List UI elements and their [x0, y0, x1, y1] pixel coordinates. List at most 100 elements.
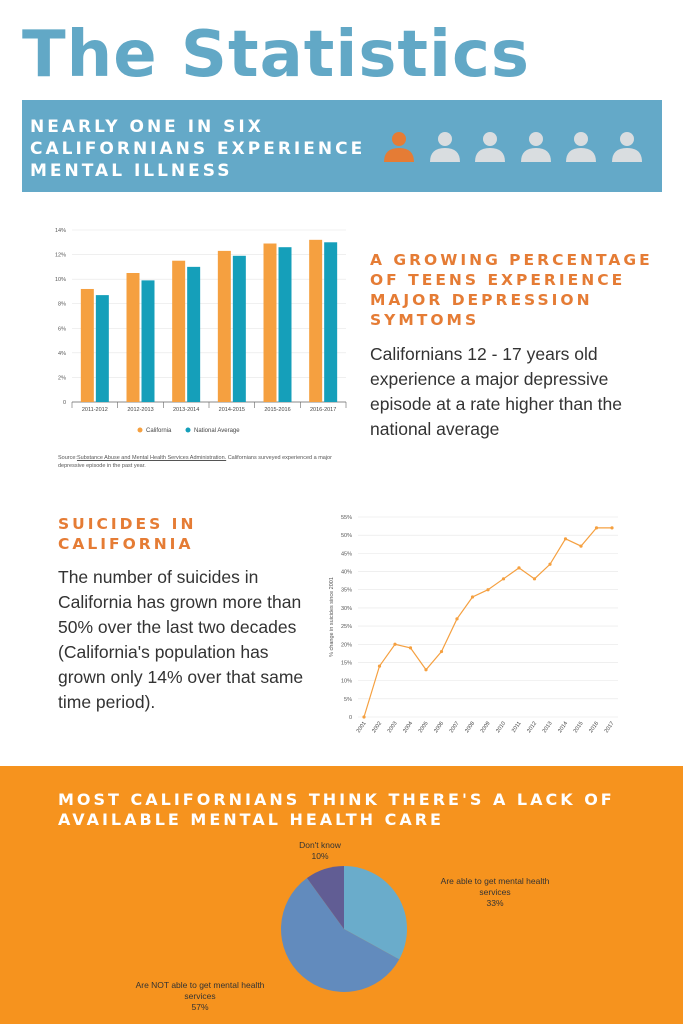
line-y-tick: 5%: [344, 697, 352, 703]
line-y-tick: 30%: [341, 606, 352, 612]
line-point: [548, 562, 552, 566]
page-title: The Statistics: [22, 18, 530, 92]
line-y-tick: 35%: [341, 588, 352, 594]
bar-y-tick: 14%: [55, 228, 66, 234]
bar-y-tick: 12%: [55, 253, 66, 259]
teens-body: Californians 12 - 17 years old experienc…: [370, 344, 622, 439]
bar-y-tick: 8%: [58, 302, 66, 308]
bar-y-tick: 2%: [58, 375, 66, 381]
line-y-tick: 15%: [341, 660, 352, 666]
bar-x-tick: 2016-2017: [310, 407, 336, 413]
line-chart: 0 5% 10% 15% 20% 25% 30% 35% 40% 45% 50% 55% % chang…: [329, 515, 618, 734]
line-x-tick: 2016: [588, 721, 600, 734]
legend-label: California: [146, 428, 172, 434]
suicides-body: The number of suicides in California has…: [58, 567, 304, 712]
stat-banner: NEARLY ONE IN SIX CALIFORNIANS EXPERIENC…: [22, 100, 662, 192]
bar: [278, 247, 292, 402]
person-icon: [566, 132, 596, 162]
line-point: [470, 595, 475, 599]
bar-x-tick: 2011-2012: [82, 407, 108, 413]
line-x-tick: 2010: [495, 721, 507, 734]
person-icon: [475, 132, 505, 162]
line-point: [563, 537, 568, 541]
line-point: [377, 664, 382, 668]
person-head: [483, 132, 497, 146]
bar-y-tick: 6%: [58, 326, 66, 332]
line-point: [594, 526, 599, 530]
line-series: [363, 527, 612, 718]
bar: [217, 250, 231, 402]
line-x-tick: 2007: [449, 721, 461, 734]
bar-y-tick: 4%: [58, 351, 66, 357]
bar: [324, 242, 338, 402]
suicides-heading: SUICIDES IN CALIFORNIA: [58, 515, 197, 553]
line-y-tick: 10%: [341, 679, 352, 685]
line-x-tick: 2001: [356, 721, 368, 734]
person-head: [392, 132, 406, 146]
bar: [172, 260, 186, 402]
person-head: [528, 132, 543, 146]
line-x-tick: 2004: [402, 721, 414, 734]
line-x-tick: 2014: [557, 721, 569, 734]
bar-x-tick: 2012-2013: [127, 407, 153, 413]
line-point: [393, 642, 397, 646]
pie-label-text: Are able to get mental health services: [440, 876, 550, 897]
bar: [263, 243, 277, 402]
pie-slice: [344, 866, 407, 960]
pie-label-text: Don't know: [299, 840, 341, 850]
bar-x-tick: 2013-2014: [173, 407, 199, 413]
bar-x-tick: 2015-2016: [264, 407, 290, 413]
line-y-tick: 45%: [341, 551, 352, 557]
line-y-tick: 40%: [341, 570, 352, 576]
teens-heading: A GROWING PERCENTAGE OF TEENS EXPERIENCE…: [370, 251, 653, 329]
legend-swatch: [185, 427, 191, 433]
line-point: [408, 646, 413, 650]
person-icon: [611, 132, 642, 162]
bar-x-tick: 2014-2015: [219, 407, 245, 413]
person-body: [429, 148, 460, 162]
line-point: [532, 577, 537, 581]
person-head: [619, 132, 634, 146]
line-x-tick: 2012: [526, 721, 538, 734]
pie-label-not-able: Are NOT able to get mental health servic…: [120, 980, 280, 1013]
chart-source: Source:Substance Abuse and Mental Health…: [58, 454, 358, 470]
line-x-tick: 2017: [604, 721, 616, 734]
line-point: [517, 566, 521, 570]
line-point: [455, 617, 459, 621]
pie-label-pct: 10%: [311, 851, 329, 861]
source-label: Source:: [58, 455, 77, 461]
line-x-tick: 2015: [573, 721, 585, 734]
line-point: [579, 544, 583, 548]
pie-slice: [306, 866, 344, 929]
person-icon: [520, 132, 551, 162]
line-y-tick: 0: [349, 715, 352, 721]
source-text: Californians surveyed experienced a majo…: [58, 455, 332, 469]
person-body: [566, 148, 596, 162]
bar: [187, 266, 201, 402]
bar-y-tick: 0: [63, 400, 66, 406]
source-link[interactable]: Substance Abuse and Mental Health Servic…: [76, 455, 227, 461]
pie-chart: [280, 866, 407, 993]
pie-label-able: Are able to get mental health services 3…: [425, 876, 565, 909]
care-section: MOST CALIFORNIANS THINK THERE'S A LACK O…: [0, 766, 683, 1024]
pie-slice: [280, 878, 400, 993]
line-y-tick: 25%: [341, 624, 352, 630]
line-x-tick: 2011: [511, 721, 523, 734]
bar: [80, 288, 94, 402]
line-point: [501, 577, 506, 581]
people-row: [382, 130, 652, 166]
person-body: [475, 148, 505, 162]
bar: [141, 280, 155, 402]
person-body: [520, 148, 551, 162]
line-x-tick: 2002: [371, 721, 383, 734]
line-point: [486, 588, 490, 592]
line-x-tick: 2009: [480, 721, 492, 734]
line-y-label: % change in suicides since 2001: [329, 577, 335, 657]
line-point: [610, 526, 614, 530]
person-icon: [384, 132, 414, 162]
banner-text: NEARLY ONE IN SIX CALIFORNIANS EXPERIENC…: [30, 117, 366, 181]
bar: [95, 295, 109, 402]
line-point: [439, 649, 444, 654]
bar: [232, 255, 246, 402]
legend-label: National Average: [194, 428, 240, 434]
